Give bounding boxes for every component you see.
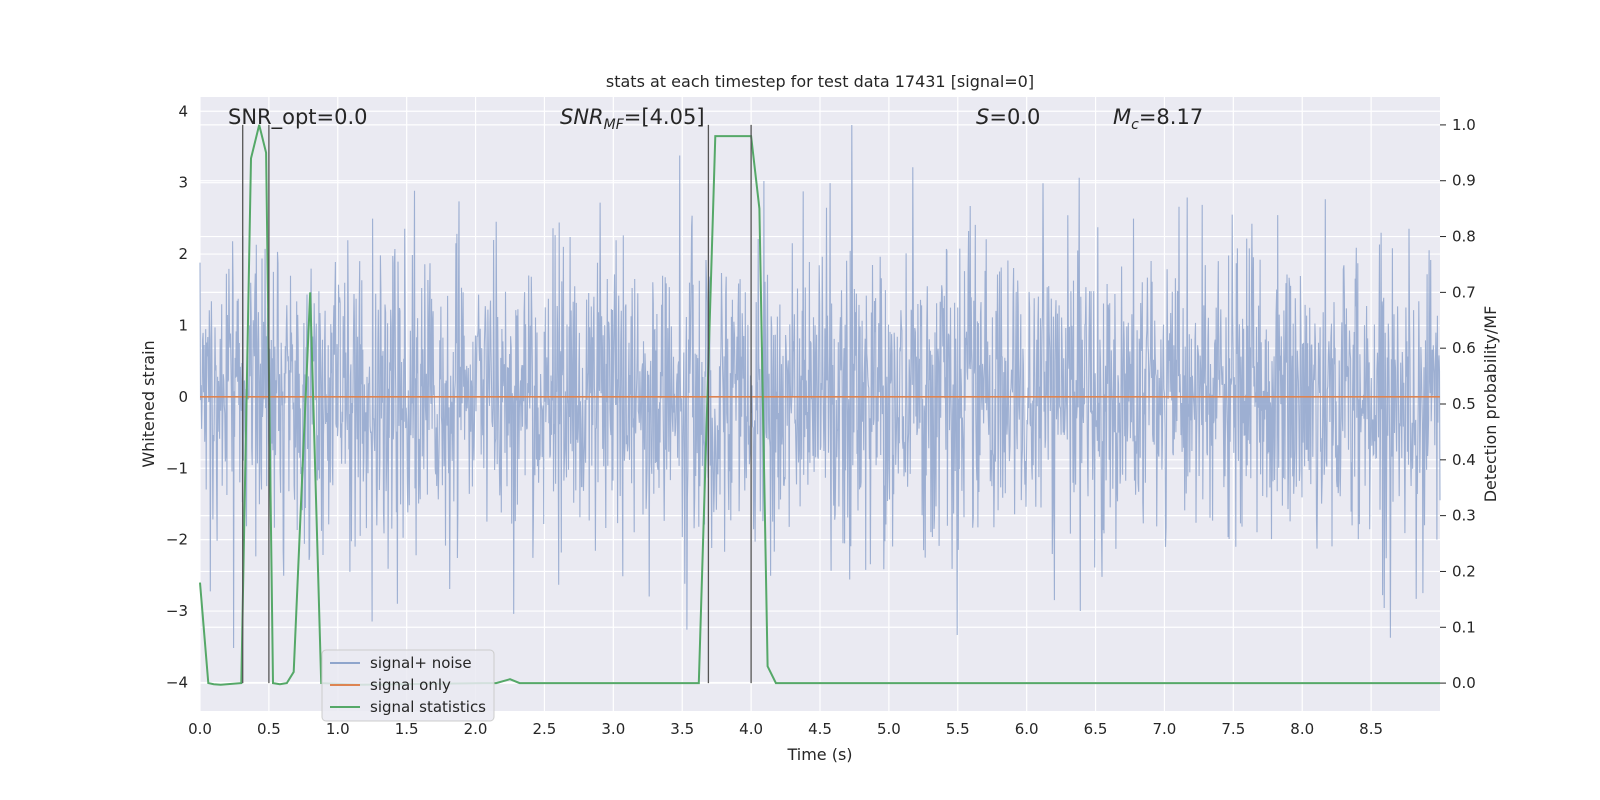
y-right-tick-label: 0.8 <box>1452 228 1476 246</box>
y-right-tick-label: 0.6 <box>1452 339 1476 357</box>
y-axis-label-left: Whitened strain <box>139 340 158 467</box>
y-right-tick-label: 0.5 <box>1452 395 1476 413</box>
x-tick-label: 8.0 <box>1290 720 1314 738</box>
mc-subscript: c <box>1131 117 1139 133</box>
y-right-tick-label: 1.0 <box>1452 116 1476 134</box>
vertical-markers <box>242 124 752 684</box>
x-tick-label: 3.0 <box>601 720 625 738</box>
y-axis-label-right: Detection probability/MF <box>1481 306 1500 503</box>
mc-annotation: Mc=8.17 <box>1113 105 1203 133</box>
snr-opt-annotation: SNR_opt=0.0 <box>228 105 368 130</box>
mc-value: =8.17 <box>1139 105 1203 129</box>
noise-series <box>199 124 1441 649</box>
x-tick-label: 3.5 <box>670 720 694 738</box>
y-right-tick-label: 0.1 <box>1452 618 1476 636</box>
y-left-tick-label: −4 <box>166 673 188 691</box>
x-tick-label: 6.0 <box>1015 720 1039 738</box>
x-tick-label: 7.5 <box>1221 720 1245 738</box>
y-left-tick-label: 3 <box>178 174 188 192</box>
y-left-tick-label: 1 <box>178 316 188 334</box>
legend: signal+ noise signal only signal statist… <box>321 649 495 722</box>
snr-mf-symbol: SNR <box>560 105 604 129</box>
y-left-tick-label: 0 <box>178 388 188 406</box>
y-right-tick-label: 0.7 <box>1452 283 1476 301</box>
x-tick-label: 4.0 <box>739 720 763 738</box>
y-right-tick-label: 0.3 <box>1452 507 1476 525</box>
y-right-tick-label: 0.2 <box>1452 562 1476 580</box>
y-left-tick-label: −3 <box>166 602 188 620</box>
chart-title: stats at each timestep for test data 174… <box>606 72 1034 91</box>
noise-trace <box>199 124 1441 649</box>
legend-label-signal: signal only <box>370 676 451 694</box>
y-left-tick-label: 4 <box>178 102 188 120</box>
x-tick-label: 8.5 <box>1359 720 1383 738</box>
s-annotation: S=0.0 <box>976 105 1040 129</box>
y-left-tick-label: −1 <box>166 459 188 477</box>
legend-label-stats: signal statistics <box>370 698 486 716</box>
x-tick-label: 5.5 <box>946 720 970 738</box>
s-symbol: S <box>976 105 989 129</box>
mc-symbol: M <box>1113 105 1131 129</box>
x-tick-label: 0.0 <box>188 720 212 738</box>
x-tick-label: 1.0 <box>326 720 350 738</box>
x-tick-label: 4.5 <box>808 720 832 738</box>
x-tick-label: 5.0 <box>877 720 901 738</box>
y-right-tick-label: 0.0 <box>1452 674 1476 692</box>
s-value: =0.0 <box>989 105 1040 129</box>
y-left-tick-label: −2 <box>166 531 188 549</box>
y-left-tick-label: 2 <box>178 245 188 263</box>
x-tick-label: 7.0 <box>1153 720 1177 738</box>
tick-labels: 0.0 0.5 1.0 1.5 2.0 2.5 3.0 3.5 4.0 4.5 5.0 5.5 6.0 6… <box>166 102 1476 738</box>
legend-label-noise: signal+ noise <box>370 654 472 672</box>
legend-box <box>321 649 495 722</box>
x-axis-label: Time (s) <box>786 745 852 764</box>
snr-mf-annotation: SNRMF=[4.05] <box>560 105 705 133</box>
x-tick-label: 2.0 <box>464 720 488 738</box>
x-tick-label: 1.5 <box>395 720 419 738</box>
snr-mf-subscript: MF <box>604 117 625 133</box>
x-tick-label: 0.5 <box>257 720 281 738</box>
y-right-tick-label: 0.9 <box>1452 172 1476 190</box>
y-right-tick-label: 0.4 <box>1452 451 1476 469</box>
x-tick-label: 2.5 <box>533 720 557 738</box>
x-tick-label: 6.5 <box>1084 720 1108 738</box>
snr-mf-value: =[4.05] <box>624 105 705 129</box>
